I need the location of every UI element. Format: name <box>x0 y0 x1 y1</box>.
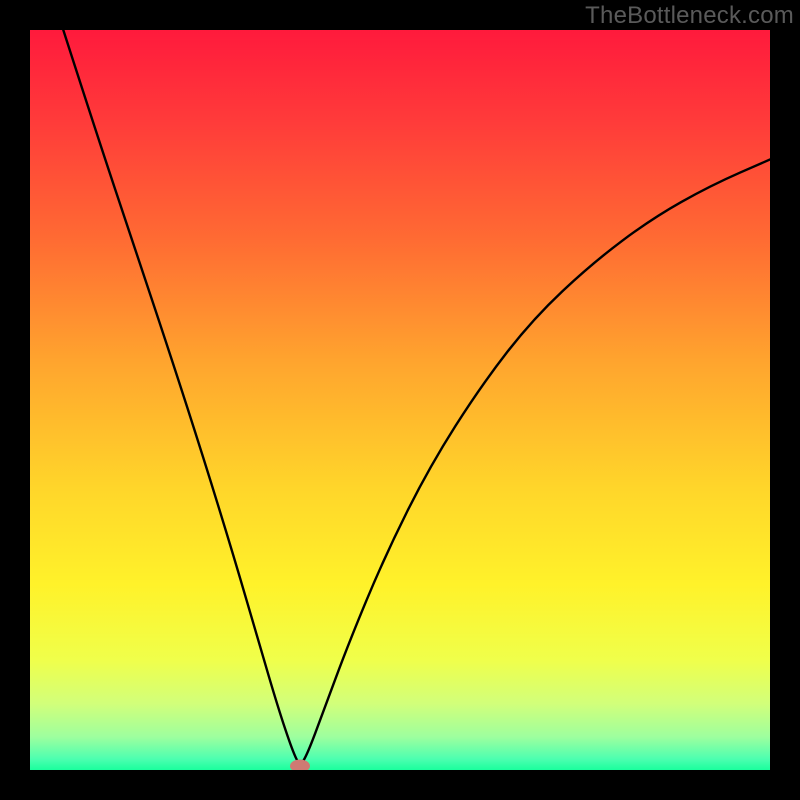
plot-area <box>30 30 770 770</box>
minimum-marker <box>290 760 310 770</box>
bottleneck-curve <box>30 30 770 770</box>
chart-container: TheBottleneck.com <box>0 0 800 800</box>
watermark-text: TheBottleneck.com <box>585 2 794 30</box>
